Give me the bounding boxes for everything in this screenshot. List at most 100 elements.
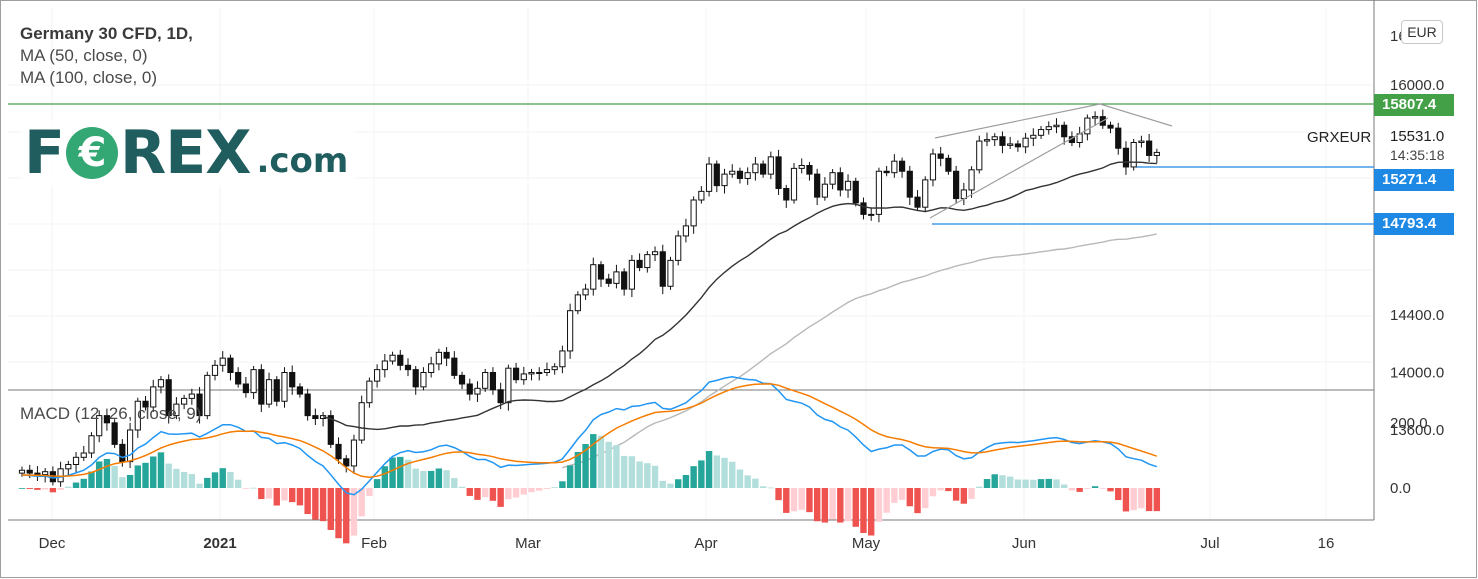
candle-body (173, 403, 180, 417)
macd-histogram-bar (157, 452, 165, 488)
candle-body (512, 367, 520, 381)
wedge-upper-line (934, 103, 1101, 139)
macd-histogram-bar (690, 466, 697, 488)
macd-histogram-bar (597, 435, 605, 488)
candle-body (675, 235, 682, 261)
macd-histogram-bar (474, 488, 481, 500)
macd-histogram-bar (1153, 488, 1161, 512)
macd-histogram-bar (211, 472, 219, 488)
macd-histogram-bar (204, 477, 211, 488)
candle-body (1122, 147, 1130, 168)
legend-ma50: MA (50, close, 0) (20, 46, 148, 65)
candle-body (227, 357, 234, 373)
candle-body (574, 294, 581, 312)
macd-histogram-bar (659, 480, 666, 488)
macd-histogram-bar (227, 471, 234, 488)
candle-body (265, 379, 273, 405)
macd-histogram-bar (119, 477, 126, 488)
candle-body (103, 415, 111, 424)
candle-body (960, 189, 967, 200)
price-tick-label: 13600.0 (1390, 422, 1444, 439)
macd-histogram-bar (636, 461, 643, 488)
candle-body (906, 170, 913, 198)
candle-body (258, 369, 265, 405)
macd-histogram-bar (536, 488, 543, 491)
macd-histogram-bar (721, 457, 728, 488)
candle-body (775, 156, 782, 189)
candle-body (404, 364, 412, 371)
macd-histogram-bar (559, 481, 566, 488)
macd-histogram-bar (505, 488, 512, 500)
candle-body (659, 251, 666, 287)
candle-body (752, 163, 759, 174)
candle-body (126, 429, 134, 463)
macd-histogram-bar (528, 488, 535, 493)
macd-histogram-bar (829, 488, 836, 520)
macd-histogram-bar (265, 488, 273, 499)
candle-body (651, 251, 659, 256)
macd-histogram-bar (381, 466, 389, 488)
macd-histogram-bar (358, 488, 365, 517)
macd-histogram-bar (783, 488, 790, 513)
macd-histogram-bar (729, 461, 736, 488)
candle-body (80, 452, 87, 458)
currency-button[interactable]: EUR (1401, 20, 1443, 44)
macd-histogram-bar (651, 465, 659, 488)
macd-histogram-bar (412, 468, 419, 488)
macd-histogram-bar (937, 488, 944, 491)
time-tick-label: 16 (1318, 535, 1335, 552)
candle-body (798, 165, 805, 169)
macd-histogram-bar (304, 488, 311, 515)
candle-body (420, 372, 427, 388)
macd-histogram-bar (80, 478, 87, 488)
macd-histogram-bar (613, 445, 620, 488)
macd-histogram-bar (142, 462, 149, 488)
macd-histogram-bar (327, 488, 334, 530)
candle-body (312, 415, 319, 419)
macd-histogram-bar (420, 470, 427, 488)
macd-histogram-bar (605, 441, 612, 488)
macd-histogram-bar (999, 475, 1006, 488)
macd-histogram-bar (296, 488, 304, 506)
candle-body (783, 188, 790, 201)
candle-body (435, 351, 442, 365)
candle-body (482, 372, 489, 389)
macd-histogram-bar (451, 478, 458, 488)
macd-histogram-bar (682, 475, 690, 488)
macd-histogram-bar (713, 455, 720, 488)
macd-histogram-bar (1061, 484, 1068, 488)
candle-body (188, 393, 195, 399)
candle-body (860, 202, 867, 215)
macd-histogram-bar (590, 434, 597, 488)
macd-histogram-bar (736, 469, 744, 488)
macd-histogram-bar (644, 463, 651, 488)
candle-body (844, 180, 852, 191)
candle-body (914, 196, 921, 208)
macd-histogram-bar (929, 488, 937, 497)
candle-body (196, 393, 203, 417)
candle-body (18, 469, 26, 474)
macd-histogram-bar (914, 488, 921, 514)
macd-histogram-bar (1099, 488, 1106, 489)
candle-body (945, 157, 952, 172)
legend-ma100: MA (100, close, 0) (20, 68, 158, 87)
candle-body (451, 357, 458, 376)
candle-body (590, 264, 597, 290)
time-tick-label: Feb (361, 535, 387, 552)
macd-histogram-bar (767, 487, 775, 489)
macd-histogram-bar (289, 488, 296, 503)
candle-body (242, 383, 249, 394)
forex-logo: F € REX .com (22, 120, 357, 186)
candle-body (250, 369, 257, 394)
macd-histogram-bar (150, 456, 157, 488)
last-price-label: 15531.0 (1390, 128, 1445, 145)
candle-body (705, 163, 713, 192)
descending-line (1099, 103, 1173, 127)
candle-body (729, 170, 736, 175)
candle-body (1091, 116, 1099, 119)
macd-histogram-bar (335, 488, 342, 539)
macd-histogram-bar (466, 488, 473, 496)
candle-body (235, 372, 242, 385)
price-tick-label: 14000.0 (1390, 365, 1444, 382)
